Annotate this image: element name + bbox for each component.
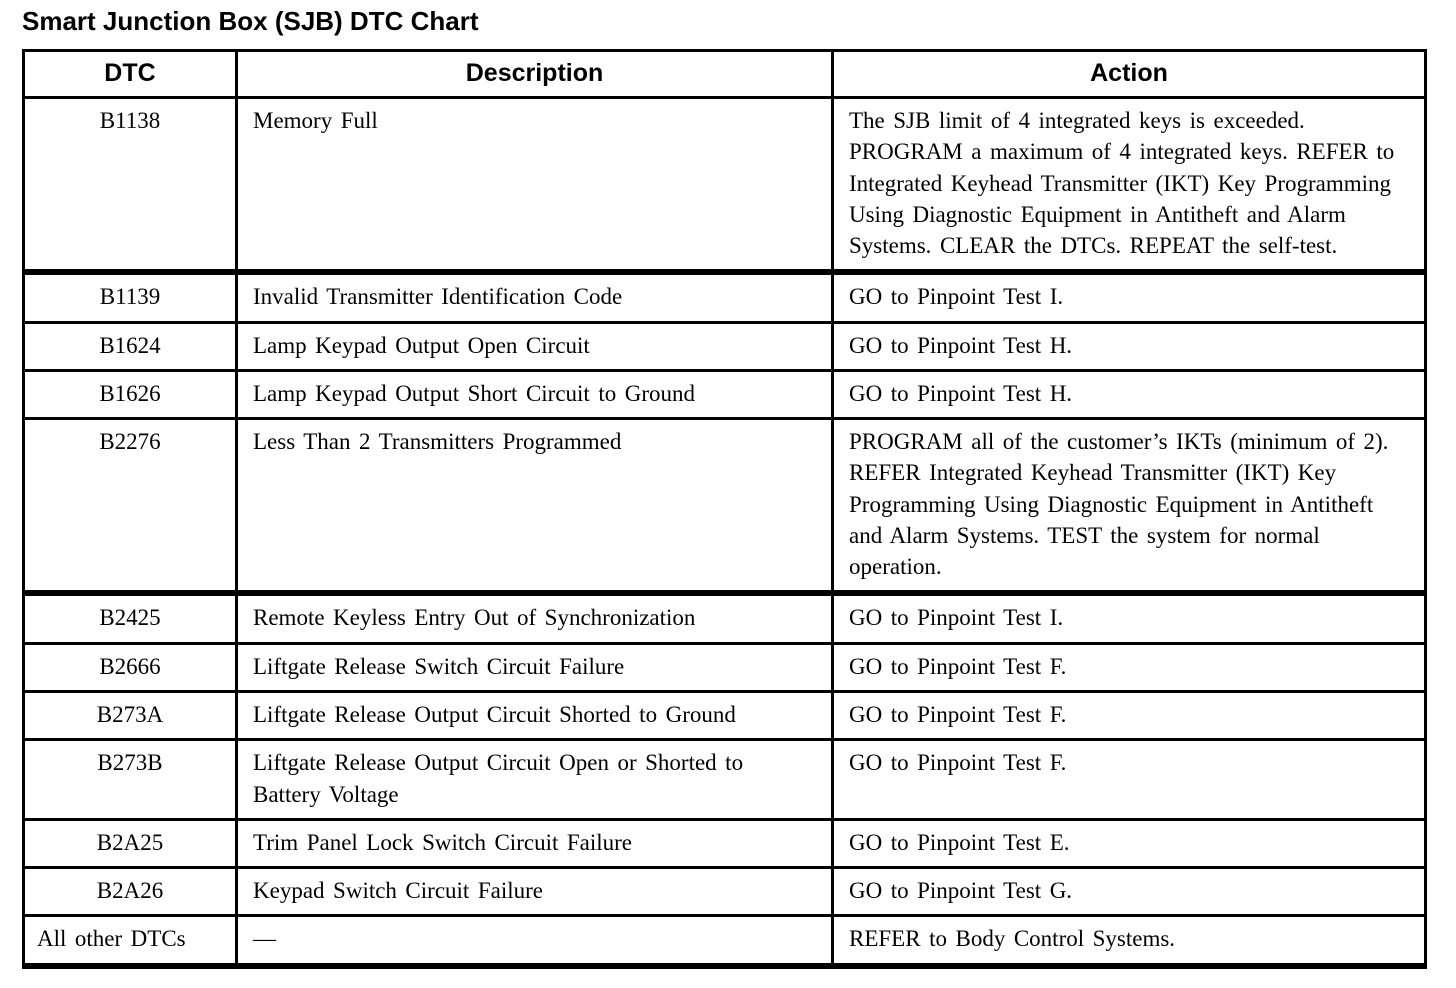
action-cell: PROGRAM all of the customer’s IKTs (mini… xyxy=(831,417,1427,597)
dtc-code-cell: B2276 xyxy=(22,417,238,597)
table-row: B1624 Lamp Keypad Output Open Circuit GO… xyxy=(22,320,1427,372)
description-cell: Keypad Switch Circuit Failure xyxy=(235,866,834,918)
description-cell: Liftgate Release Output Circuit Open or … xyxy=(235,738,834,821)
description-cell: Liftgate Release Switch Circuit Failure xyxy=(235,641,834,693)
table-row: B2A25 Trim Panel Lock Switch Circuit Fai… xyxy=(22,817,1427,870)
description-cell: — xyxy=(235,914,834,968)
description-cell: Invalid Transmitter Identification Code xyxy=(235,270,834,324)
description-cell: Less Than 2 Transmitters Programmed xyxy=(235,417,834,597)
action-cell: GO to Pinpoint Test F. xyxy=(831,689,1427,742)
table-header: DTC Description Action xyxy=(22,49,1427,99)
action-cell: GO to Pinpoint Test G. xyxy=(831,866,1427,918)
description-cell: Lamp Keypad Output Short Circuit to Grou… xyxy=(235,368,834,421)
dtc-code-cell: B1138 xyxy=(22,96,238,276)
action-cell: GO to Pinpoint Test F. xyxy=(831,641,1427,693)
dtc-code-cell: B273A xyxy=(22,689,238,742)
table-row: B2425 Remote Keyless Entry Out of Synchr… xyxy=(22,591,1427,645)
table-row: B1139 Invalid Transmitter Identification… xyxy=(22,270,1427,324)
dtc-code-cell: B2A26 xyxy=(22,866,238,918)
table-row: B1138 Memory Full The SJB limit of 4 int… xyxy=(22,96,1427,276)
dtc-code-cell: B2A25 xyxy=(22,817,238,870)
table-row: B2276 Less Than 2 Transmitters Programme… xyxy=(22,417,1427,597)
action-cell: GO to Pinpoint Test I. xyxy=(831,270,1427,324)
page-title: Smart Junction Box (SJB) DTC Chart xyxy=(22,6,479,36)
description-cell: Remote Keyless Entry Out of Synchronizat… xyxy=(235,591,834,645)
table-row: All other DTCs — REFER to Body Control S… xyxy=(22,914,1427,968)
dtc-code-cell: B273B xyxy=(22,738,238,821)
description-cell: Liftgate Release Output Circuit Shorted … xyxy=(235,689,834,742)
dtc-code-cell: B2666 xyxy=(22,641,238,693)
dtc-code-cell: B1626 xyxy=(22,368,238,421)
table-row: B2666 Liftgate Release Switch Circuit Fa… xyxy=(22,641,1427,693)
column-header-dtc: DTC xyxy=(22,49,238,99)
dtc-chart-table: DTC Description Action B1138 Memory Full… xyxy=(22,49,1427,969)
header-row: DTC Description Action xyxy=(22,49,1427,99)
description-cell: Trim Panel Lock Switch Circuit Failure xyxy=(235,817,834,870)
table-row: B273B Liftgate Release Output Circuit Op… xyxy=(22,738,1427,821)
dtc-code-cell: B1624 xyxy=(22,320,238,372)
column-header-description: Description xyxy=(235,49,834,99)
action-cell: GO to Pinpoint Test E. xyxy=(831,817,1427,870)
action-cell: GO to Pinpoint Test I. xyxy=(831,591,1427,645)
action-cell: GO to Pinpoint Test H. xyxy=(831,320,1427,372)
table-row: B273A Liftgate Release Output Circuit Sh… xyxy=(22,689,1427,742)
description-cell: Lamp Keypad Output Open Circuit xyxy=(235,320,834,372)
action-cell: GO to Pinpoint Test H. xyxy=(831,368,1427,421)
table-body: B1138 Memory Full The SJB limit of 4 int… xyxy=(22,96,1427,968)
dtc-code-cell: All other DTCs xyxy=(22,914,238,968)
description-cell: Memory Full xyxy=(235,96,834,276)
dtc-code-cell: B2425 xyxy=(22,591,238,645)
table-row: B1626 Lamp Keypad Output Short Circuit t… xyxy=(22,368,1427,421)
action-cell: REFER to Body Control Systems. xyxy=(831,914,1427,968)
action-cell: The SJB limit of 4 integrated keys is ex… xyxy=(831,96,1427,276)
action-cell: GO to Pinpoint Test F. xyxy=(831,738,1427,821)
dtc-code-cell: B1139 xyxy=(22,270,238,324)
table-row: B2A26 Keypad Switch Circuit Failure GO t… xyxy=(22,866,1427,918)
column-header-action: Action xyxy=(831,49,1427,99)
